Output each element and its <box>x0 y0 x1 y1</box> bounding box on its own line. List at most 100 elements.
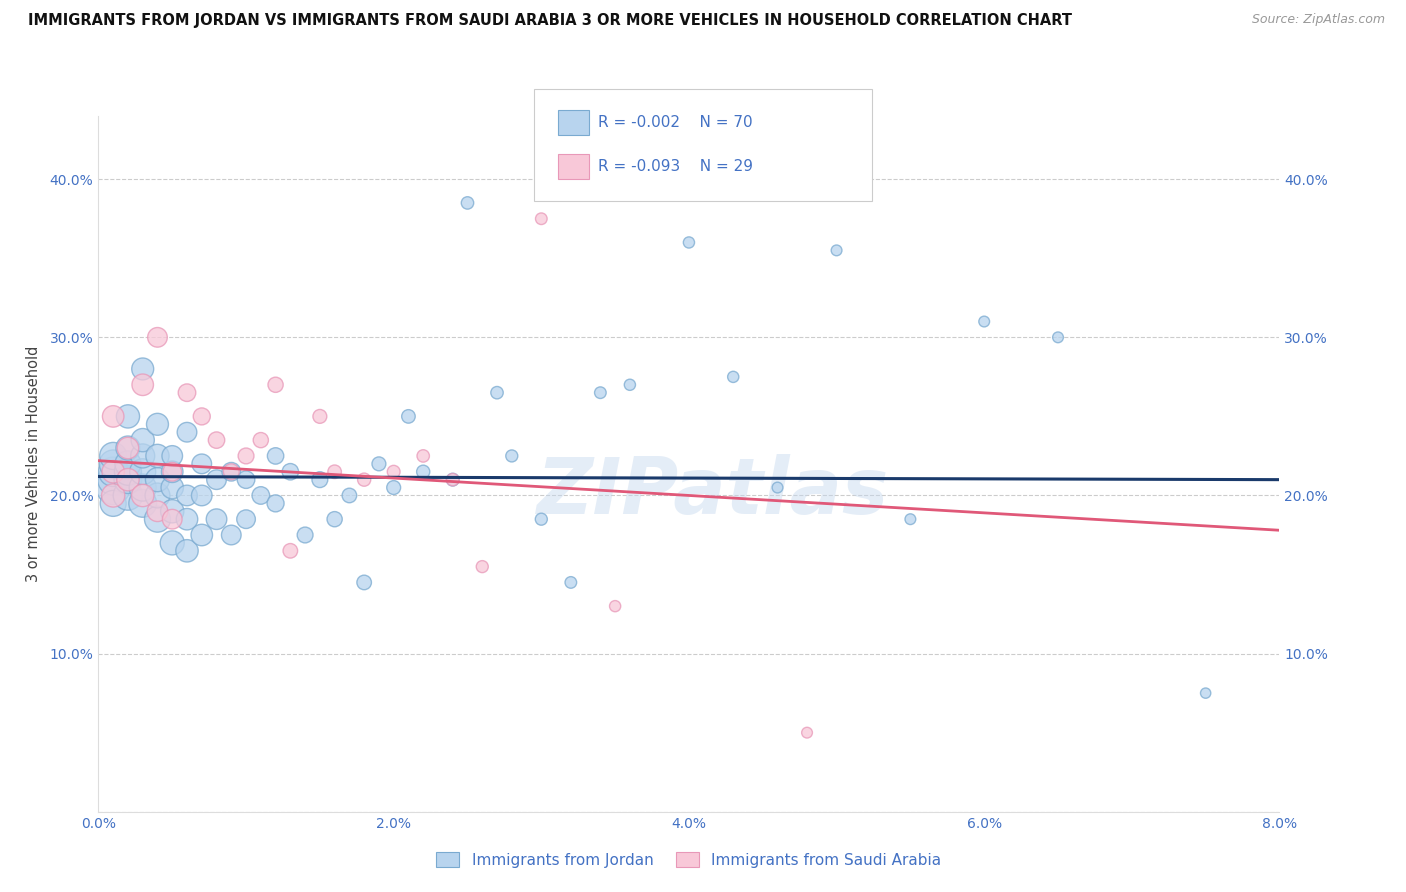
Point <box>162 504 183 518</box>
Point <box>191 457 214 471</box>
Point <box>219 528 242 542</box>
Point <box>219 465 242 479</box>
Point <box>132 433 155 447</box>
Point <box>176 543 198 558</box>
Point <box>176 488 198 502</box>
Point <box>176 425 198 440</box>
Point <box>162 465 183 479</box>
Point <box>323 512 346 526</box>
Text: R = -0.093    N = 29: R = -0.093 N = 29 <box>598 160 752 174</box>
Point <box>219 465 242 479</box>
Point <box>441 473 464 487</box>
Y-axis label: 3 or more Vehicles in Household: 3 or more Vehicles in Household <box>27 346 41 582</box>
Point <box>162 512 183 526</box>
Point <box>353 575 375 590</box>
Point <box>294 528 316 542</box>
Point <box>162 536 183 550</box>
Point <box>766 481 789 495</box>
Point <box>176 512 198 526</box>
Point <box>132 496 155 510</box>
Point <box>308 473 332 487</box>
Point <box>162 449 183 463</box>
Point <box>900 512 922 526</box>
Point <box>117 488 139 502</box>
Point <box>560 575 582 590</box>
Point <box>235 512 257 526</box>
Point <box>1194 686 1216 700</box>
Text: R = -0.002    N = 70: R = -0.002 N = 70 <box>598 115 752 129</box>
Point <box>117 441 139 455</box>
Point <box>501 449 523 463</box>
Point <box>162 465 183 479</box>
Point <box>337 488 360 502</box>
Point <box>825 244 848 258</box>
Text: ZIPatlas: ZIPatlas <box>537 454 889 530</box>
Point <box>205 473 228 487</box>
Point <box>132 449 155 463</box>
Point <box>264 377 287 392</box>
Point <box>205 512 228 526</box>
Point <box>278 465 302 479</box>
Point <box>353 473 375 487</box>
Point <box>250 488 273 502</box>
Point <box>678 235 700 250</box>
Point <box>117 473 139 487</box>
Point <box>191 528 214 542</box>
Point <box>456 195 478 210</box>
Point <box>605 599 627 614</box>
Point <box>103 481 125 495</box>
Point <box>117 457 139 471</box>
Point <box>146 504 169 518</box>
Point <box>191 488 214 502</box>
Text: IMMIGRANTS FROM JORDAN VS IMMIGRANTS FROM SAUDI ARABIA 3 OR MORE VEHICLES IN HOU: IMMIGRANTS FROM JORDAN VS IMMIGRANTS FRO… <box>28 13 1073 29</box>
Point <box>382 465 405 479</box>
Point <box>103 449 125 463</box>
Point <box>323 465 346 479</box>
Point <box>471 559 494 574</box>
Point <box>146 417 169 432</box>
Point <box>132 377 155 392</box>
Point <box>308 409 332 424</box>
Point <box>146 330 169 344</box>
Point <box>412 465 434 479</box>
Point <box>103 496 125 510</box>
Point <box>146 488 169 502</box>
Point <box>367 457 389 471</box>
Point <box>530 211 553 226</box>
Point <box>146 512 169 526</box>
Point <box>235 473 257 487</box>
Point <box>619 377 641 392</box>
Point <box>589 385 612 400</box>
Point <box>132 488 155 502</box>
Point <box>973 314 995 328</box>
Point <box>117 441 139 455</box>
Point <box>146 449 169 463</box>
Point <box>103 409 125 424</box>
Point <box>278 543 302 558</box>
Point <box>103 473 125 487</box>
Point <box>191 409 214 424</box>
Point <box>117 465 139 479</box>
Point <box>103 465 125 479</box>
Point <box>162 481 183 495</box>
Point <box>146 473 169 487</box>
Point <box>103 488 125 502</box>
Point <box>235 449 257 463</box>
Point <box>530 512 553 526</box>
Point <box>396 409 419 424</box>
Legend: Immigrants from Jordan, Immigrants from Saudi Arabia: Immigrants from Jordan, Immigrants from … <box>430 846 948 873</box>
Point <box>176 385 198 400</box>
Point <box>250 433 273 447</box>
Point <box>132 481 155 495</box>
Point <box>117 409 139 424</box>
Point <box>103 457 125 471</box>
Point <box>796 725 818 739</box>
Point <box>264 496 287 510</box>
Point <box>721 369 744 384</box>
Point <box>1046 330 1069 344</box>
Point <box>103 465 125 479</box>
Point <box>132 465 155 479</box>
Point <box>412 449 434 463</box>
Point <box>117 473 139 487</box>
Point <box>382 481 405 495</box>
